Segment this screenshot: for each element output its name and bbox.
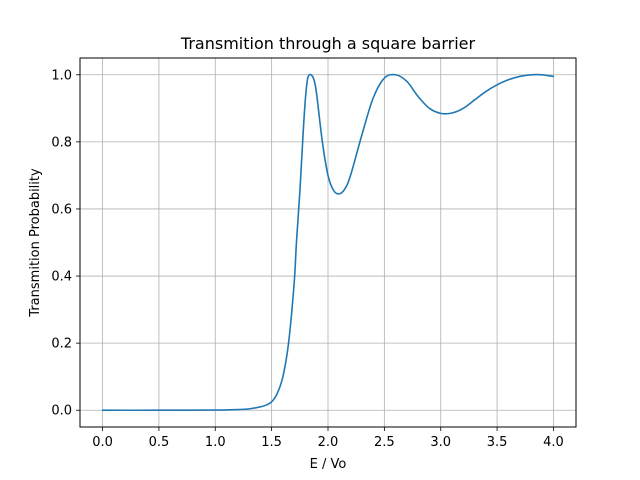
y-tick-label: 0.2 [51,337,72,352]
x-tick-label: 1.0 [205,435,226,450]
y-tick-label: 0.4 [51,270,72,285]
series-layer [101,73,555,412]
x-tick-label: 3.5 [487,435,508,450]
x-tick-label: 0.5 [149,435,170,450]
chart-title: Transmition through a square barrier [180,34,476,53]
x-tick-label: 3.0 [430,435,451,450]
grid [80,58,576,427]
y-tick-label: 0.8 [51,135,72,150]
y-tick-label: 1.0 [51,68,72,83]
ticks: 0.0 0.5 1.0 1.5 2.0 2.5 3.0 3.5 4.0 0.0 0.2 0.4 0.6 0… [51,68,563,450]
x-tick-label: 4.0 [543,435,564,450]
x-tick-label: 0.0 [92,435,113,450]
x-tick-label: 1.5 [261,435,282,450]
y-tick-label: 0.6 [51,202,72,217]
x-tick-label: 2.5 [374,435,395,450]
series-line-transmission [101,73,555,412]
x-axis-label: E / Vo [310,457,347,472]
y-axis-label: Transmition Probability [28,168,43,318]
y-tick-label: 0.0 [51,404,72,419]
x-tick-label: 2.0 [318,435,339,450]
